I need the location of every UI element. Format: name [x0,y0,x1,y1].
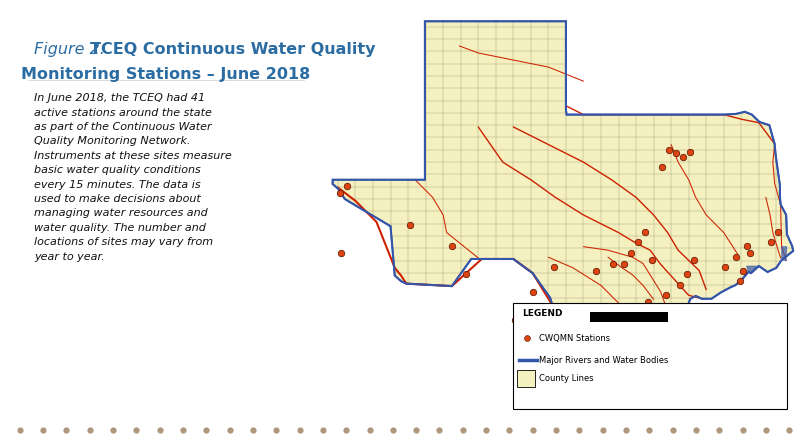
Point [733,278,746,285]
Point [677,153,690,160]
Point [765,239,777,246]
Bar [591,312,667,323]
Polygon shape [332,22,793,396]
Point [646,256,659,263]
Point [740,242,753,250]
Text: In June 2018, the TCEQ had 41
active stations around the state
as part of the Co: In June 2018, the TCEQ had 41 active sta… [34,93,232,262]
Point [680,271,693,278]
Text: Figure 2.: Figure 2. [34,43,110,57]
Point [649,380,662,387]
Point [333,190,346,197]
Point [460,271,472,278]
Point [743,250,756,257]
Polygon shape [747,266,759,273]
Point [446,242,459,250]
Polygon shape [781,247,787,261]
Point [341,182,354,190]
Point [656,164,669,171]
Point [673,281,686,288]
Point [607,260,620,267]
Point [568,334,581,341]
Point [684,149,697,156]
Point [730,253,743,260]
Point [625,250,637,257]
Text: CWQMN Stations: CWQMN Stations [539,334,610,343]
Point [719,263,732,271]
Point [509,316,522,323]
Point [670,150,683,157]
Point [631,239,644,246]
Point [638,228,651,236]
Point [404,221,417,228]
Point [596,320,609,327]
Point [642,299,654,306]
Bar [517,370,535,387]
Point [589,267,602,274]
Text: County Lines: County Lines [539,374,593,383]
Text: Monitoring Stations – June 2018: Monitoring Stations – June 2018 [21,67,311,82]
Point [610,387,623,394]
Text: Major Rivers and Water Bodies: Major Rivers and Water Bodies [539,356,668,365]
Point [656,302,669,310]
Point [547,263,560,271]
Text: TCEQ Continuous Water Quality: TCEQ Continuous Water Quality [90,43,375,57]
Text: LEGEND: LEGEND [522,309,562,319]
Point [736,267,749,274]
Point [335,250,348,257]
Point [520,335,533,342]
Point [659,292,672,299]
Point [772,228,785,236]
Point [663,146,676,153]
Point [617,260,630,267]
Bar [513,303,787,409]
Point [526,288,539,295]
Point [688,256,701,263]
